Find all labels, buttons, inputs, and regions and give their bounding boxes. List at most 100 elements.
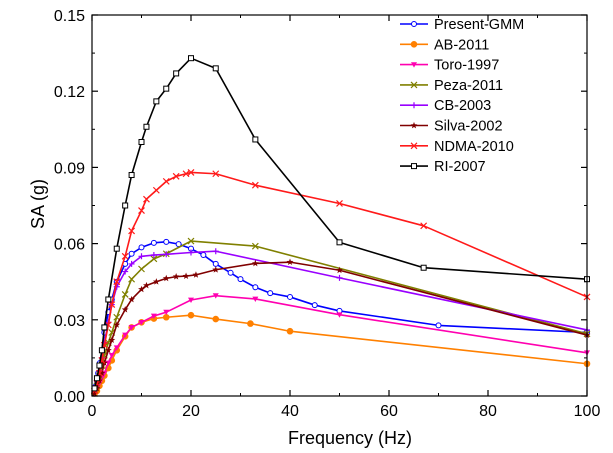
- data-point: [121, 290, 129, 298]
- data-point: [138, 253, 145, 260]
- data-point: [113, 278, 121, 286]
- legend-label: AB-2011: [434, 37, 489, 53]
- data-point: [105, 296, 112, 303]
- plot-frame: [91, 14, 588, 397]
- data-point: [247, 320, 254, 327]
- data-point: [128, 275, 136, 283]
- data-point: [143, 281, 150, 289]
- data-point: [113, 321, 121, 328]
- data-point: [91, 385, 98, 392]
- data-point: [150, 255, 158, 263]
- data-point: [163, 238, 170, 245]
- data-point: [113, 345, 120, 351]
- data-point: [188, 249, 194, 256]
- x-tick-label: 20: [182, 403, 200, 420]
- data-point: [138, 207, 145, 215]
- data-point: [267, 290, 274, 297]
- data-point: [113, 313, 121, 321]
- data-point: [192, 271, 200, 278]
- series-line: [93, 57, 588, 389]
- legend-label: Peza-2011: [434, 78, 503, 94]
- legend-swatch-marker: [410, 121, 418, 129]
- data-point: [150, 239, 157, 246]
- data-point: [212, 65, 219, 72]
- data-point: [150, 313, 157, 319]
- data-point: [163, 251, 170, 258]
- series-layer: [91, 55, 591, 397]
- data-point: [98, 347, 105, 354]
- legend-item: AB-2011: [400, 37, 489, 53]
- data-point: [212, 266, 220, 273]
- data-point: [252, 284, 259, 291]
- y-tick-label: 0.06: [54, 237, 85, 254]
- data-point: [212, 293, 219, 299]
- data-point: [163, 309, 170, 316]
- data-point: [163, 85, 170, 92]
- data-point: [93, 375, 100, 382]
- legend-label: Silva-2002: [434, 119, 503, 135]
- data-point: [188, 55, 194, 62]
- data-point: [336, 312, 343, 318]
- series-ndma-2010: [91, 169, 591, 395]
- axes-layer: 0 20 40 60 80 100 0.00 0.03 0.06 0.09 0.12 0.15: [54, 8, 601, 420]
- data-point: [187, 169, 195, 176]
- data-point: [101, 324, 108, 331]
- data-point: [108, 336, 116, 344]
- data-point: [212, 260, 219, 267]
- data-point: [143, 195, 150, 203]
- data-point: [212, 170, 220, 178]
- x-tick-label: 100: [574, 403, 601, 420]
- data-point: [128, 227, 136, 235]
- data-point: [122, 202, 129, 209]
- data-point: [98, 369, 106, 377]
- data-point: [128, 260, 135, 267]
- data-point: [336, 266, 343, 274]
- legend-item: RI-2007: [400, 159, 486, 175]
- data-point: [212, 248, 219, 255]
- data-point: [252, 136, 259, 143]
- data-point: [200, 252, 207, 259]
- data-point: [336, 274, 343, 281]
- data-point: [138, 285, 145, 293]
- legend-label: RI-2007: [434, 159, 486, 175]
- data-point: [252, 296, 259, 302]
- legend-item: Toro-1997: [400, 58, 499, 74]
- data-point: [251, 242, 259, 250]
- data-point: [182, 272, 190, 280]
- data-point: [121, 306, 129, 313]
- data-point: [420, 222, 428, 230]
- legend-label: CB-2003: [434, 98, 491, 114]
- data-point: [143, 123, 150, 130]
- data-point: [336, 200, 343, 207]
- legend-swatch-marker: [411, 163, 417, 170]
- legend-item: NDMA-2010: [400, 139, 514, 155]
- data-point: [162, 274, 170, 282]
- data-point: [138, 139, 145, 145]
- data-point: [138, 319, 145, 326]
- y-tick-label: 0.00: [54, 389, 85, 406]
- data-point: [311, 302, 318, 309]
- data-point: [153, 98, 160, 105]
- legend-swatch-marker: [411, 102, 417, 109]
- series-silva-2002: [91, 258, 591, 397]
- data-point: [150, 252, 157, 259]
- legend-swatch-marker: [411, 21, 417, 27]
- legend-swatch-marker: [410, 81, 418, 89]
- data-point: [187, 237, 195, 245]
- series-line: [93, 261, 588, 394]
- data-point: [91, 389, 98, 397]
- data-point: [122, 268, 129, 275]
- series-ri-2007: [91, 55, 590, 392]
- data-point: [104, 346, 112, 354]
- y-tick-label: 0.09: [54, 160, 85, 177]
- data-point: [173, 70, 180, 77]
- data-point: [188, 297, 194, 303]
- legend-label: Present-GMM: [434, 17, 524, 33]
- data-point: [435, 322, 442, 329]
- legend: Present-GMM AB-2011 Toro-1997 Peza-2011 CB-2…: [400, 17, 524, 175]
- data-point: [108, 301, 116, 308]
- data-point: [172, 273, 180, 280]
- data-point: [237, 276, 244, 283]
